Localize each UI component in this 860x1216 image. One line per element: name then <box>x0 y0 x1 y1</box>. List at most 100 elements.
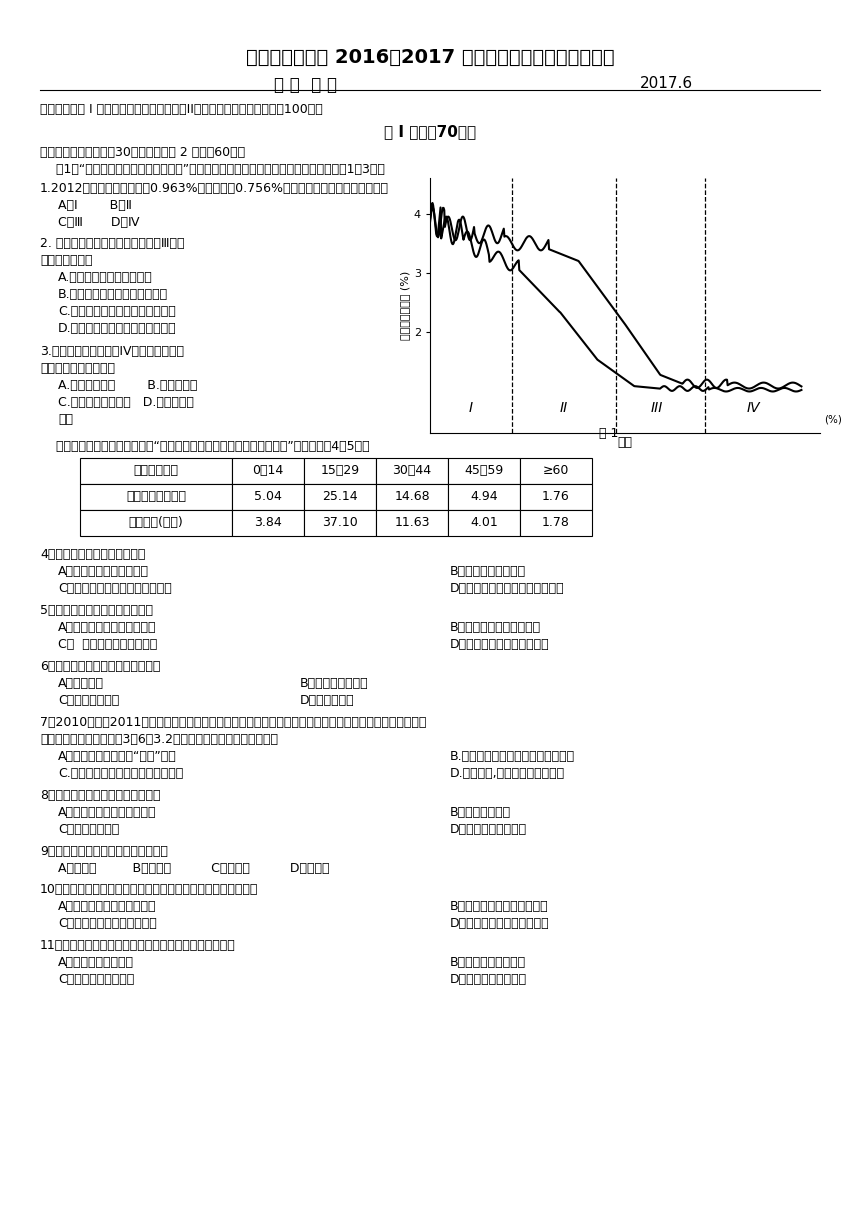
Text: C．商业区、住宅区、工业区: C．商业区、住宅区、工业区 <box>58 917 157 930</box>
Text: C．  促进了该市的经济发展: C． 促进了该市的经济发展 <box>58 638 157 651</box>
Text: A.人口增长过快        B.人口老龄化: A.人口增长过快 B.人口老龄化 <box>58 379 198 392</box>
Text: A．上海、南京、泰州: A．上海、南京、泰州 <box>58 956 134 969</box>
Text: III: III <box>650 401 663 415</box>
Bar <box>304 510 376 536</box>
Text: A．Ⅰ        B．Ⅱ: A．Ⅰ B．Ⅱ <box>58 199 132 212</box>
Text: 面临的人口问题主要是: 面临的人口问题主要是 <box>40 362 115 375</box>
Text: C.人口性别比不平衡   D.严重的就业: C.人口性别比不平衡 D.严重的就业 <box>58 396 194 409</box>
Bar <box>520 458 592 484</box>
Text: 4.94: 4.94 <box>470 490 498 503</box>
Text: IV: IV <box>746 401 760 415</box>
Text: 5．迁入人口对该市的积极影响是: 5．迁入人口对该市的积极影响是 <box>40 604 153 617</box>
Text: 15～29: 15～29 <box>321 465 359 478</box>
Y-axis label: 出生率与死亡率 (%): 出生率与死亡率 (%) <box>400 271 409 340</box>
Text: 高 一  地 理: 高 一 地 理 <box>273 75 336 94</box>
Text: 11．南京、泰州和上海三城市服务范围由小到大的排列是: 11．南京、泰州和上海三城市服务范围由小到大的排列是 <box>40 939 236 952</box>
Text: 男性人口（万人）: 男性人口（万人） <box>126 490 186 503</box>
Text: 8．衡量城市化水平最重要的指标是: 8．衡量城市化水平最重要的指标是 <box>40 789 161 803</box>
Text: 30～44: 30～44 <box>392 465 432 478</box>
Text: 2. 下列事件或现象在人口增长模式Ⅲ阶段: 2. 下列事件或现象在人口增长模式Ⅲ阶段 <box>40 237 185 250</box>
Text: C.此时期发生了大范围的沙尘暴灾害: C.此时期发生了大范围的沙尘暴灾害 <box>58 767 183 779</box>
Text: 女性人口(万人): 女性人口(万人) <box>129 517 183 529</box>
Bar <box>304 458 376 484</box>
Bar <box>376 484 448 510</box>
Text: 1.2012年某市人口出生率为0.963%，死亡率为0.756%。目前该市人口增长所处阶段是: 1.2012年某市人口出生率为0.963%，死亡率为0.756%。目前该市人口增… <box>40 182 389 195</box>
Text: C．城市用地规模: C．城市用地规模 <box>58 823 120 837</box>
Text: 1.76: 1.76 <box>542 490 570 503</box>
Text: 压力: 压力 <box>58 413 73 426</box>
Bar <box>376 458 448 484</box>
Text: 空全方位撤侨作工作，于3月6日3.2万余人全部安全回国。其原因是: 空全方位撤侨作工作，于3月6日3.2万余人全部安全回国。其原因是 <box>40 733 278 745</box>
Text: 6．制约环境人口容量的首要因素是: 6．制约环境人口容量的首要因素是 <box>40 660 160 672</box>
Text: 10．从经济因素考虑，城市的各种功能区由市中心到郊区依次为: 10．从经济因素考虑，城市的各种功能区由市中心到郊区依次为 <box>40 883 258 896</box>
Bar <box>448 458 520 484</box>
Text: 4.01: 4.01 <box>470 517 498 529</box>
Text: 下表是我国第五次人口普查时“江苏省某市迁入人口年龄及性别统计表”。据此回哄4～5题。: 下表是我国第五次人口普查时“江苏省某市迁入人口年龄及性别统计表”。据此回哄4～5… <box>40 440 370 454</box>
Text: D、人口的素质: D、人口的素质 <box>300 694 354 706</box>
Text: 3.84: 3.84 <box>254 517 282 529</box>
Text: 25.14: 25.14 <box>322 490 358 503</box>
Text: D.一个母亲的第六个孩子死于伤寒: D.一个母亲的第六个孩子死于伤寒 <box>58 322 176 334</box>
Text: 4．该市迁入人口的主要特征是: 4．该市迁入人口的主要特征是 <box>40 548 145 561</box>
Bar <box>520 484 592 510</box>
Text: 11.63: 11.63 <box>394 517 430 529</box>
Bar <box>448 510 520 536</box>
Text: D．与该市原有人口年龄构成相似: D．与该市原有人口年龄构成相似 <box>450 582 565 595</box>
Text: A．缓和了当地就业紧张局面: A．缓和了当地就业紧张局面 <box>58 621 157 634</box>
Text: D．减少了该市的被抒养人口: D．减少了该市的被抒养人口 <box>450 638 550 651</box>
Bar <box>448 484 520 510</box>
Bar <box>232 484 304 510</box>
Text: C．Ⅲ       D．Ⅳ: C．Ⅲ D．Ⅳ <box>58 216 139 229</box>
Text: B.举办金婚庆祝活动的夫妇很多: B.举办金婚庆祝活动的夫妇很多 <box>58 288 168 302</box>
Text: C.越来越多的人迁移到大城市生活: C.越来越多的人迁移到大城市生活 <box>58 305 175 319</box>
Bar <box>520 510 592 536</box>
Text: 第 I 卷（內70分）: 第 I 卷（內70分） <box>384 124 476 139</box>
Text: D．南京、上海、泰州: D．南京、上海、泰州 <box>450 973 527 986</box>
Bar <box>376 510 448 536</box>
X-axis label: 时间: 时间 <box>617 435 632 449</box>
Text: 图 1: 图 1 <box>599 427 618 440</box>
Text: 5.04: 5.04 <box>254 490 282 503</box>
Text: 0～14: 0～14 <box>252 465 284 478</box>
Text: B．住宅区、商业区、工业区: B．住宅区、商业区、工业区 <box>450 900 549 913</box>
Text: 45～59: 45～59 <box>464 465 504 478</box>
Text: 7．2010年底至2011年春初，埃及、利比亚等国家的大量外来人口纷纷撤离该国家回国，其中我国采用海陆: 7．2010年底至2011年春初，埃及、利比亚等国家的大量外来人口纷纷撤离该国家… <box>40 716 427 730</box>
Text: B、人口的消费水平: B、人口的消费水平 <box>300 677 369 689</box>
Text: 3.人口增长模式处在第IV阶段的一类国家: 3.人口增长模式处在第IV阶段的一类国家 <box>40 345 184 358</box>
Text: A.孩子们有多个亲兄弟姐妹: A.孩子们有多个亲兄弟姐妹 <box>58 271 153 285</box>
Text: B.石油资源大量开采，出现枯竭现象: B.石油资源大量开采，出现枯竭现象 <box>450 750 575 762</box>
Text: B．城市人口数量: B．城市人口数量 <box>450 806 511 820</box>
Text: B．以青壮年人口为主: B．以青壮年人口为主 <box>450 565 526 578</box>
Text: D．商业区、工业区、住宅区: D．商业区、工业区、住宅区 <box>450 917 550 930</box>
Bar <box>80 458 232 484</box>
Text: 图1为“人口增长模式及其转变示意图”，图中序号表示人口增长的不同阶段。读图完成1～3题。: 图1为“人口增长模式及其转变示意图”，图中序号表示人口增长的不同阶段。读图完成1… <box>40 163 385 176</box>
Text: A．男性人口多于女性人口: A．男性人口多于女性人口 <box>58 565 149 578</box>
Text: B．泰州、南京、上海: B．泰州、南京、上海 <box>450 956 526 969</box>
Bar <box>304 484 376 510</box>
Text: I: I <box>469 401 473 415</box>
Text: 1.78: 1.78 <box>542 517 570 529</box>
Text: A．城市人口占总人口的比重: A．城市人口占总人口的比重 <box>58 806 157 820</box>
Text: C．人口迁移主要受政治因素影响: C．人口迁移主要受政治因素影响 <box>58 582 172 595</box>
Text: ≥60: ≥60 <box>543 465 569 478</box>
Text: A、资源状况: A、资源状况 <box>58 677 104 689</box>
Text: A．工业区、商业区、工业区: A．工业区、商业区、工业区 <box>58 900 157 913</box>
Text: C、对外开放程度: C、对外开放程度 <box>58 694 120 706</box>
Text: 年龄段（岁）: 年龄段（岁） <box>133 465 179 478</box>
Text: (%): (%) <box>824 415 842 424</box>
Text: A．商业区         B．工业区          C．住宅区          D．文化区: A．商业区 B．工业区 C．住宅区 D．文化区 <box>58 862 329 876</box>
Text: A．该国发生大范围的“流感”灾害: A．该国发生大范围的“流感”灾害 <box>58 750 177 762</box>
Bar <box>80 510 232 536</box>
Text: D．城乡人均收入高低: D．城乡人均收入高低 <box>450 823 527 837</box>
Text: C．泰州、上海、南京: C．泰州、上海、南京 <box>58 973 134 986</box>
Text: 一、单选题（本大题內30小题，每小题 2 分，內60分）: 一、单选题（本大题內30小题，每小题 2 分，內60分） <box>40 146 245 159</box>
Text: 37.10: 37.10 <box>322 517 358 529</box>
Bar <box>232 458 304 484</box>
Text: B．制约了该市的经济发展: B．制约了该市的经济发展 <box>450 621 541 634</box>
Text: II: II <box>560 401 568 415</box>
Text: 更经常出现的是: 更经常出现的是 <box>40 254 93 268</box>
Text: 14.68: 14.68 <box>394 490 430 503</box>
Text: 本试卷分为第 I 卷（选择题、判断题）和第II卷（综合题）两部分，满分100分。: 本试卷分为第 I 卷（选择题、判断题）和第II卷（综合题）两部分，满分100分。 <box>40 103 322 116</box>
Text: 9．城市中最为广泛的土地利用形式是: 9．城市中最为广泛的土地利用形式是 <box>40 845 168 858</box>
Text: 兴化市第一中学 2016～2017 学年度第二学期期末学情调研: 兴化市第一中学 2016～2017 学年度第二学期期末学情调研 <box>246 47 614 67</box>
